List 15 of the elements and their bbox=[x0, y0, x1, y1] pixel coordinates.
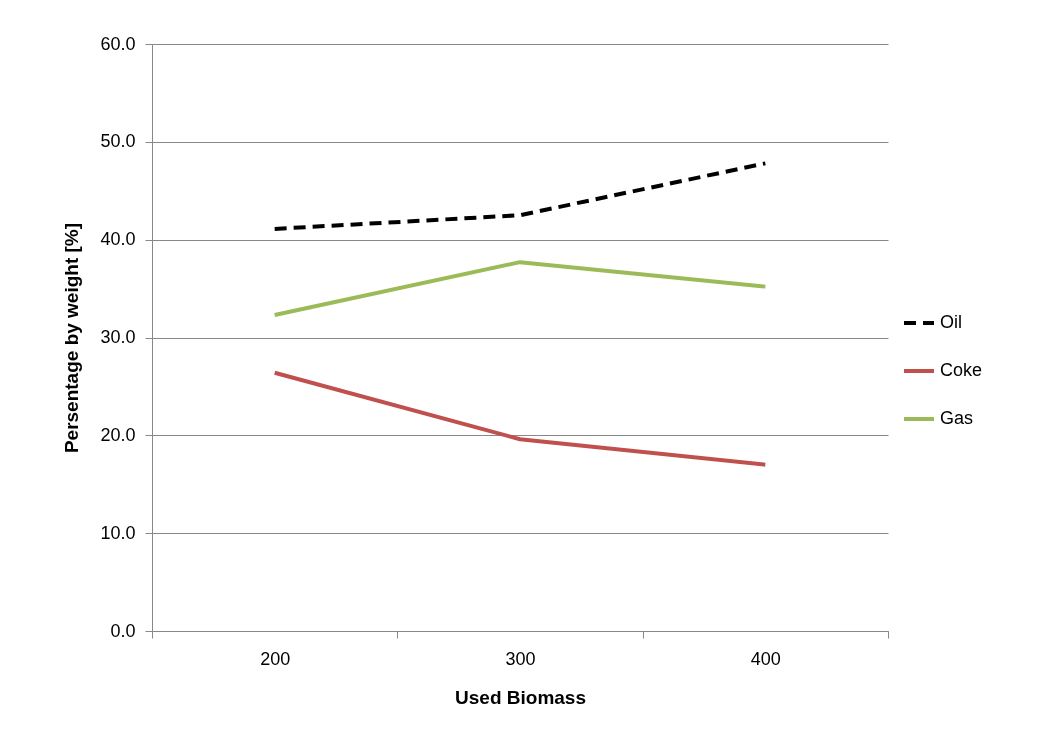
x-tick-label: 200 bbox=[260, 648, 291, 669]
legend-label: Oil bbox=[940, 312, 962, 332]
y-tick-label: 0.0 bbox=[110, 620, 136, 641]
x-axis-title: Used Biomass bbox=[455, 686, 586, 708]
y-tick-label: 60.0 bbox=[100, 33, 136, 54]
y-tick-label: 50.0 bbox=[100, 131, 136, 152]
legend-label: Gas bbox=[940, 408, 974, 428]
y-tick-label: 20.0 bbox=[100, 424, 136, 445]
legend-label: Coke bbox=[940, 360, 983, 380]
x-tick-label: 400 bbox=[750, 648, 781, 669]
y-tick-label: 30.0 bbox=[100, 327, 136, 347]
y-tick-label: 40.0 bbox=[100, 229, 136, 250]
y-tick-label: 10.0 bbox=[100, 522, 136, 543]
x-tick-label: 300 bbox=[505, 648, 536, 669]
y-axis-title: Persentage by weight [%] bbox=[61, 222, 83, 454]
